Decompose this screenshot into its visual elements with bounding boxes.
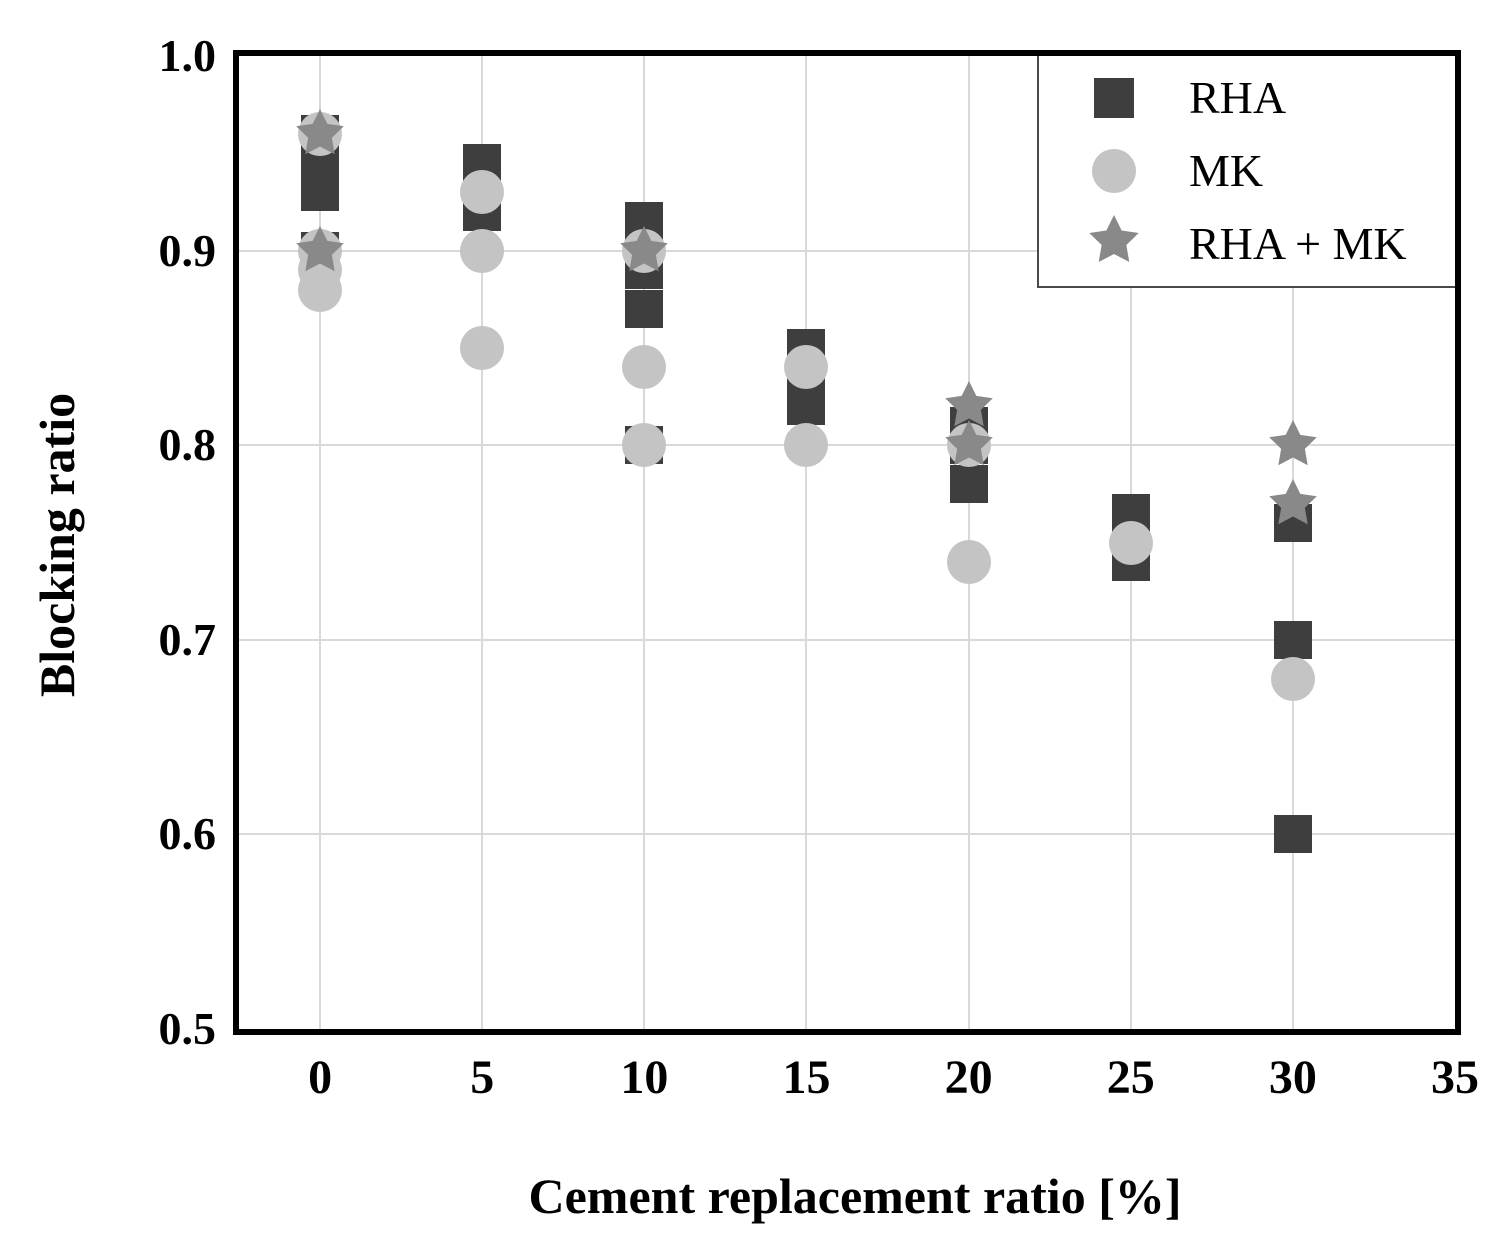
circle-data-marker <box>1270 656 1315 701</box>
star-data-marker <box>295 108 345 159</box>
square-data-marker <box>625 289 664 328</box>
vertical-gridline <box>481 56 484 1029</box>
square-data-marker <box>949 465 988 504</box>
circle-data-marker <box>622 423 667 468</box>
legend-row-mk: MK <box>1039 136 1456 206</box>
star-data-marker <box>295 225 345 276</box>
star-data-marker <box>1268 478 1318 529</box>
x-axis-title: Cement replacement ratio [%] <box>528 1168 1182 1224</box>
y-tick-label: 1.0 <box>158 30 217 81</box>
legend: RHA MK RHA + MK <box>1037 53 1458 288</box>
square-data-marker <box>1273 815 1312 854</box>
y-tick-label: 0.9 <box>158 224 217 276</box>
vertical-gridline <box>1291 56 1294 1029</box>
circle-data-marker <box>784 423 829 468</box>
square-data-marker <box>787 387 826 426</box>
x-tick-label: 25 <box>1106 1051 1155 1104</box>
horizontal-gridline <box>239 833 1455 836</box>
y-tick-label: 0.5 <box>158 1003 217 1054</box>
legend-marker-cell <box>1039 148 1189 193</box>
circle-data-marker <box>622 345 667 390</box>
y-tick-label: 0.8 <box>158 419 217 471</box>
circle-marker-icon <box>1092 148 1136 193</box>
legend-row-rha: RHA <box>1039 63 1456 133</box>
vertical-gridline <box>319 56 322 1029</box>
square-data-marker <box>301 173 340 212</box>
square-marker-icon <box>1094 77 1134 118</box>
vertical-gridline <box>643 56 646 1029</box>
star-data-marker <box>944 420 994 470</box>
legend-marker-cell <box>1039 215 1189 272</box>
horizontal-gridline <box>239 444 1455 447</box>
x-tick-label: 35 <box>1431 1051 1479 1104</box>
legend-row-rha-mk: RHA + MK <box>1039 209 1456 279</box>
vertical-gridline <box>805 56 808 1029</box>
circle-data-marker <box>460 170 505 215</box>
circle-data-marker <box>946 539 991 584</box>
x-tick-label: 10 <box>620 1051 669 1104</box>
square-data-marker <box>1273 620 1312 659</box>
circle-data-marker <box>1108 520 1153 565</box>
legend-marker-cell <box>1039 77 1189 118</box>
star-marker-icon <box>1088 215 1140 272</box>
star-data-marker <box>944 381 994 431</box>
horizontal-gridline <box>239 249 1455 252</box>
legend-label-mk: MK <box>1189 145 1264 196</box>
circle-data-marker <box>298 267 343 312</box>
x-tick-label: 0 <box>308 1051 333 1104</box>
legend-label-rha: RHA <box>1189 72 1287 123</box>
y-tick-label: 0.7 <box>158 613 217 665</box>
x-tick-label: 5 <box>470 1051 495 1104</box>
star-data-marker <box>1268 420 1318 470</box>
horizontal-gridline <box>239 638 1455 641</box>
y-tick-label: 0.6 <box>158 808 217 860</box>
legend-label-rha-mk: RHA + MK <box>1189 218 1407 269</box>
circle-data-marker <box>460 228 505 273</box>
circle-data-marker <box>784 345 829 390</box>
x-tick-label: 20 <box>944 1051 993 1104</box>
star-data-marker <box>619 225 669 276</box>
x-tick-label: 15 <box>782 1051 831 1104</box>
circle-data-marker <box>460 325 505 370</box>
x-tick-label: 30 <box>1268 1051 1317 1104</box>
